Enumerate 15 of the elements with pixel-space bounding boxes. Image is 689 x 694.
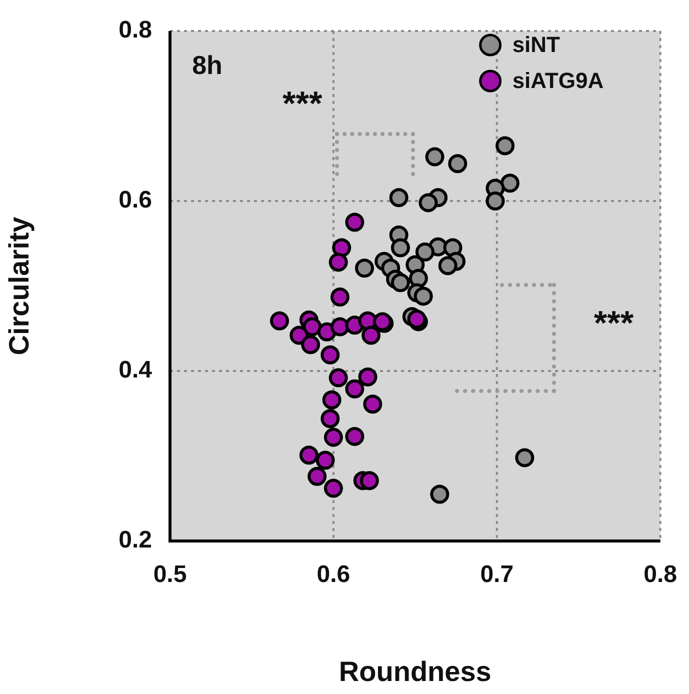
y-tick-label: 0.2	[118, 526, 152, 554]
x-tick-label: 0.6	[316, 561, 350, 588]
y-tick-label: 0.8	[118, 16, 152, 44]
y-tick-label: 0.4	[118, 356, 153, 384]
legend-label: siNT	[512, 32, 561, 58]
y-axis-title: Circularity	[4, 216, 35, 356]
annotation: ***	[594, 304, 634, 343]
x-tick-label: 0.5	[153, 561, 187, 588]
y-tick-label: 0.6	[118, 186, 152, 214]
x-tick-label: 0.8	[644, 561, 678, 588]
annotation: 8h	[192, 50, 222, 80]
x-axis-title: Roundness	[338, 656, 492, 687]
legend-label: siATG9A	[512, 68, 604, 94]
annotation: ***	[282, 85, 323, 124]
x-tick-label: 0.7	[480, 561, 514, 588]
